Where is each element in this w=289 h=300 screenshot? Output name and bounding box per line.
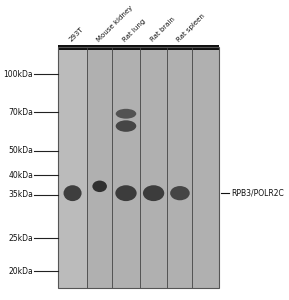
Ellipse shape — [170, 186, 190, 200]
Bar — [58, 46, 87, 288]
Text: 35kDa: 35kDa — [8, 190, 33, 199]
Ellipse shape — [143, 185, 164, 201]
Text: RPB3/POLR2C: RPB3/POLR2C — [231, 189, 284, 198]
Text: Rat brain: Rat brain — [149, 16, 176, 43]
Text: Rat spleen: Rat spleen — [176, 12, 206, 43]
Text: 25kDa: 25kDa — [8, 234, 33, 243]
Text: Rat lung: Rat lung — [122, 18, 147, 43]
Text: 20kDa: 20kDa — [8, 267, 33, 276]
Ellipse shape — [116, 109, 136, 119]
Ellipse shape — [92, 181, 107, 192]
Ellipse shape — [115, 185, 137, 201]
Bar — [58, 45, 87, 50]
Bar — [58, 46, 219, 288]
Text: 70kDa: 70kDa — [8, 108, 33, 117]
Bar — [58, 46, 219, 288]
Ellipse shape — [64, 185, 81, 201]
Text: 100kDa: 100kDa — [3, 70, 33, 79]
Text: 50kDa: 50kDa — [8, 146, 33, 155]
Text: 293T: 293T — [68, 26, 85, 43]
Ellipse shape — [116, 120, 136, 132]
Bar — [87, 45, 219, 50]
Text: 40kDa: 40kDa — [8, 171, 33, 180]
Text: Mouse kidney: Mouse kidney — [95, 4, 134, 43]
